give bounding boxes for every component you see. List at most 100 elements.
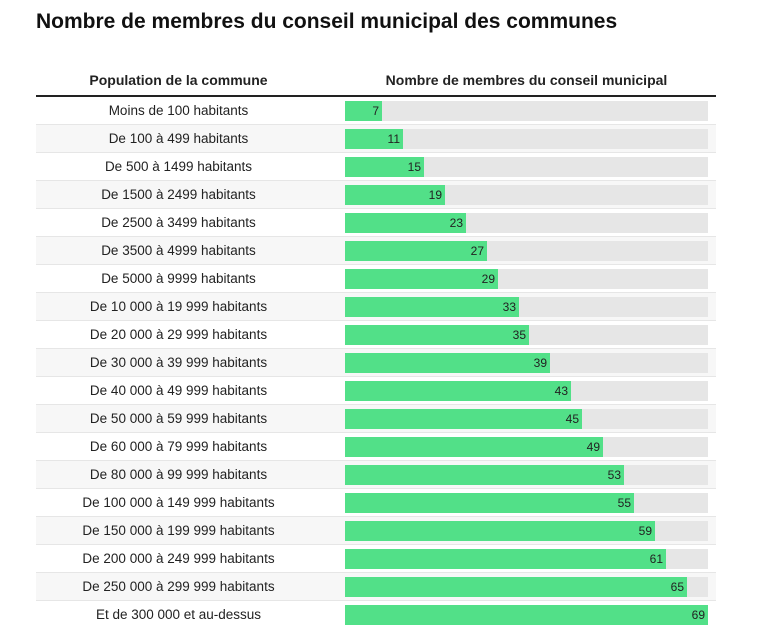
bar: 55 bbox=[345, 493, 634, 513]
population-label: Et de 300 000 et au-dessus bbox=[95, 607, 262, 622]
bar-value-label: 7 bbox=[372, 104, 379, 118]
population-label: De 20 000 à 29 999 habitants bbox=[89, 327, 268, 342]
bar: 53 bbox=[345, 465, 624, 485]
bar-value-label: 43 bbox=[554, 384, 568, 398]
bar-track: 11 bbox=[345, 129, 708, 149]
chart-title: Nombre de membres du conseil municipal d… bbox=[36, 10, 618, 33]
bar: 35 bbox=[345, 325, 529, 345]
bar-value-label: 19 bbox=[428, 188, 442, 202]
bar: 45 bbox=[345, 409, 582, 429]
table-row: De 2500 à 3499 habitants 23 bbox=[36, 209, 716, 237]
bar-value-label: 29 bbox=[481, 272, 495, 286]
bar-value-label: 11 bbox=[387, 132, 400, 146]
table-row: De 3500 à 4999 habitants 27 bbox=[36, 237, 716, 265]
population-label: Moins de 100 habitants bbox=[108, 103, 249, 118]
bar: 15 bbox=[345, 157, 424, 177]
table-row: De 20 000 à 29 999 habitants 35 bbox=[36, 321, 716, 349]
table-row: De 5000 à 9999 habitants 29 bbox=[36, 265, 716, 293]
bar-track: 23 bbox=[345, 213, 708, 233]
population-label: De 200 000 à 249 999 habitants bbox=[82, 551, 275, 566]
population-label: De 1500 à 2499 habitants bbox=[101, 187, 256, 202]
table-row: De 40 000 à 49 999 habitants 43 bbox=[36, 377, 716, 405]
table-row: Moins de 100 habitants 7 bbox=[36, 97, 716, 125]
bar-track: 53 bbox=[345, 465, 708, 485]
bar-track: 65 bbox=[345, 577, 708, 597]
data-table: Population de la commune Nombre de membr… bbox=[36, 66, 716, 629]
population-label: De 500 à 1499 habitants bbox=[104, 159, 253, 174]
bar-track: 27 bbox=[345, 241, 708, 261]
table-header: Population de la commune Nombre de membr… bbox=[36, 66, 716, 97]
table-row: De 50 000 à 59 999 habitants 45 bbox=[36, 405, 716, 433]
bar: 19 bbox=[345, 185, 445, 205]
table-body: Moins de 100 habitants 7 De 100 à 499 habi… bbox=[36, 97, 716, 629]
population-label: De 5000 à 9999 habitants bbox=[101, 271, 256, 286]
bar: 65 bbox=[345, 577, 687, 597]
table-row: De 200 000 à 249 999 habitants 61 bbox=[36, 545, 716, 573]
bar: 49 bbox=[345, 437, 603, 457]
bar: 43 bbox=[345, 381, 571, 401]
bar: 27 bbox=[345, 241, 487, 261]
population-label: De 2500 à 3499 habitants bbox=[101, 215, 256, 230]
bar-track: 15 bbox=[345, 157, 708, 177]
bar: 61 bbox=[345, 549, 666, 569]
bar-track: 69 bbox=[345, 605, 708, 625]
bar-track: 61 bbox=[345, 549, 708, 569]
population-label: De 60 000 à 79 999 habitants bbox=[89, 439, 268, 454]
bar-track: 59 bbox=[345, 521, 708, 541]
bar-value-label: 53 bbox=[607, 468, 621, 482]
table-row: De 30 000 à 39 999 habitants 39 bbox=[36, 349, 716, 377]
population-label: De 80 000 à 99 999 habitants bbox=[89, 467, 268, 482]
bar-value-label: 35 bbox=[512, 328, 526, 342]
bar-value-label: 61 bbox=[649, 552, 663, 566]
table-row: Et de 300 000 et au-dessus 69 bbox=[36, 601, 716, 629]
bar-track: 55 bbox=[345, 493, 708, 513]
bar: 39 bbox=[345, 353, 550, 373]
bar-track: 19 bbox=[345, 185, 708, 205]
bar-track: 29 bbox=[345, 269, 708, 289]
population-label: De 30 000 à 39 999 habitants bbox=[89, 355, 268, 370]
bar-track: 33 bbox=[345, 297, 708, 317]
bar-track: 7 bbox=[345, 101, 708, 121]
column-header-members: Nombre de membres du conseil municipal bbox=[385, 72, 668, 88]
bar: 11 bbox=[345, 129, 403, 149]
table-row: De 1500 à 2499 habitants 19 bbox=[36, 181, 716, 209]
bar-value-label: 69 bbox=[691, 608, 705, 622]
population-label: De 100 000 à 149 999 habitants bbox=[82, 495, 275, 510]
table-row: De 500 à 1499 habitants 15 bbox=[36, 153, 716, 181]
bar-track: 35 bbox=[345, 325, 708, 345]
bar: 69 bbox=[345, 605, 708, 625]
table-row: De 100 à 499 habitants 11 bbox=[36, 125, 716, 153]
bar-value-label: 59 bbox=[638, 524, 652, 538]
bar: 23 bbox=[345, 213, 466, 233]
population-label: De 3500 à 4999 habitants bbox=[101, 243, 256, 258]
table-row: De 60 000 à 79 999 habitants 49 bbox=[36, 433, 716, 461]
bar-track: 43 bbox=[345, 381, 708, 401]
table-row: De 150 000 à 199 999 habitants 59 bbox=[36, 517, 716, 545]
table-row: De 10 000 à 19 999 habitants 33 bbox=[36, 293, 716, 321]
bar: 7 bbox=[345, 101, 382, 121]
population-label: De 50 000 à 59 999 habitants bbox=[89, 411, 268, 426]
bar-value-label: 49 bbox=[586, 440, 600, 454]
bar-value-label: 27 bbox=[470, 244, 484, 258]
table-row: De 80 000 à 99 999 habitants 53 bbox=[36, 461, 716, 489]
bar: 33 bbox=[345, 297, 519, 317]
population-label: De 10 000 à 19 999 habitants bbox=[89, 299, 268, 314]
bar-track: 45 bbox=[345, 409, 708, 429]
table-row: De 100 000 à 149 999 habitants 55 bbox=[36, 489, 716, 517]
column-header-population: Population de la commune bbox=[89, 72, 268, 88]
bar-value-label: 65 bbox=[670, 580, 684, 594]
population-label: De 100 à 499 habitants bbox=[108, 131, 249, 146]
bar-track: 49 bbox=[345, 437, 708, 457]
population-label: De 250 000 à 299 999 habitants bbox=[82, 579, 275, 594]
bar: 29 bbox=[345, 269, 498, 289]
bar-value-label: 55 bbox=[617, 496, 631, 510]
bar-track: 39 bbox=[345, 353, 708, 373]
bar-value-label: 15 bbox=[407, 160, 421, 174]
bar-value-label: 33 bbox=[502, 300, 516, 314]
bar: 59 bbox=[345, 521, 655, 541]
population-label: De 150 000 à 199 999 habitants bbox=[82, 523, 275, 538]
table-row: De 250 000 à 299 999 habitants 65 bbox=[36, 573, 716, 601]
bar-value-label: 45 bbox=[565, 412, 579, 426]
bar-value-label: 39 bbox=[533, 356, 547, 370]
population-label: De 40 000 à 49 999 habitants bbox=[89, 383, 268, 398]
